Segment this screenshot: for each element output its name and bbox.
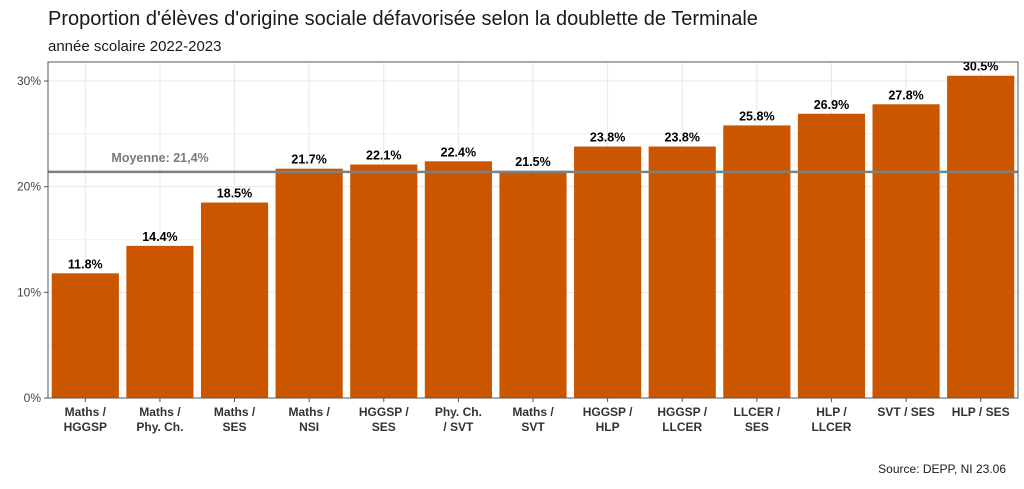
x-tick-label: Phy. Ch. / SVT <box>435 405 482 434</box>
data-label: 22.4% <box>441 145 476 159</box>
source-caption: Source: DEPP, NI 23.06 <box>878 462 1006 476</box>
data-label: 30.5% <box>963 60 998 74</box>
x-tick-label: SVT / SES <box>877 405 934 419</box>
data-label: 25.8% <box>739 109 774 123</box>
bar <box>947 75 1015 399</box>
x-tick-label: HGGSP / SES <box>359 405 409 434</box>
data-label: 11.8% <box>68 257 103 271</box>
plot-panel-border <box>47 61 1019 399</box>
data-label: 22.1% <box>366 148 401 162</box>
bar <box>126 245 194 398</box>
bar <box>350 164 418 398</box>
reference-line-layer: Moyenne: 21,4% <box>48 151 1018 174</box>
x-tick-label: Maths / NSI <box>288 405 330 434</box>
data-label: 21.7% <box>291 153 326 167</box>
y-tick-label: 20% <box>17 180 41 194</box>
bar <box>648 146 716 398</box>
data-label: 26.9% <box>814 98 849 112</box>
x-tick-label: HLP / SES <box>952 405 1010 419</box>
bar <box>574 146 642 398</box>
data-label: 14.4% <box>142 230 177 244</box>
data-label: 21.5% <box>515 155 550 169</box>
mean-reference-label: Moyenne: 21,4% <box>111 151 208 165</box>
x-tick-label: HLP / LLCER <box>811 405 851 434</box>
x-tick-label: Maths / Phy. Ch. <box>136 405 183 434</box>
data-labels-layer: 11.8% 14.4% 18.5% 21.7% 22.1% 22.4% 21.5% 23.8%… <box>68 60 998 272</box>
x-tick-label: HGGSP / LLCER <box>657 405 707 434</box>
bar <box>797 113 866 398</box>
bar <box>499 170 567 398</box>
bar <box>424 161 492 398</box>
chart-title: Proportion d'élèves d'origine sociale dé… <box>48 8 758 30</box>
x-tick-label: Maths / HGGSP <box>64 405 107 434</box>
x-tick-label: HGGSP / HLP <box>583 405 633 434</box>
bar <box>200 202 269 398</box>
bar <box>872 104 940 398</box>
x-tick-label: Maths / SES <box>214 405 256 434</box>
bar <box>275 168 343 398</box>
bar <box>723 125 791 398</box>
data-label: 23.8% <box>590 131 625 145</box>
x-tick-label: LLCER / SES <box>734 405 781 434</box>
axis-layer: 0% 10% 20% 30% Maths / HGGSP Maths / Phy. Ch. Ma… <box>17 74 1010 434</box>
data-label: 23.8% <box>665 131 700 145</box>
data-label: 27.8% <box>888 88 923 102</box>
bar <box>51 273 119 398</box>
y-tick-label: 0% <box>24 391 42 405</box>
data-label: 18.5% <box>217 187 252 201</box>
chart-subtitle: année scolaire 2022-2023 <box>48 38 222 55</box>
y-tick-label: 30% <box>17 74 41 88</box>
y-tick-label: 10% <box>17 285 41 299</box>
x-tick-label: Maths / SVT <box>512 405 554 434</box>
